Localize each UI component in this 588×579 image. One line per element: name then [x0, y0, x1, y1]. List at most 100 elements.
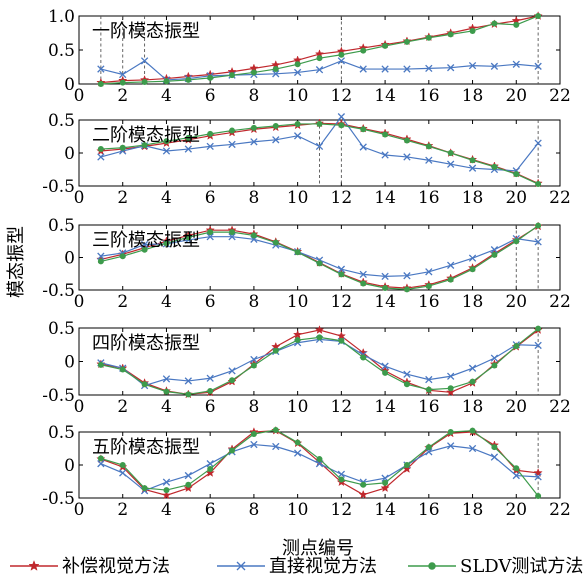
data-point [403, 38, 410, 45]
x-tick-label: 0 [74, 397, 85, 417]
data-point [184, 471, 192, 480]
data-point [207, 229, 214, 236]
data-point [316, 120, 323, 127]
data-point [403, 370, 411, 378]
y-tick-label: -0.5 [42, 281, 75, 301]
data-point [163, 487, 170, 494]
data-point [425, 375, 433, 384]
x-tick-label: 8 [248, 188, 259, 208]
data-point [163, 138, 170, 145]
data-point [403, 137, 410, 144]
data-point [491, 163, 498, 170]
data-point [535, 13, 542, 19]
data-point [250, 232, 257, 239]
x-tick-label: 22 [549, 86, 571, 106]
x-tick-label: 18 [462, 500, 484, 520]
data-point [381, 151, 389, 159]
data-point [425, 444, 432, 451]
data-point [119, 70, 127, 79]
x-tick-label: 4 [161, 86, 172, 106]
y-tick-label: 0.5 [48, 216, 75, 236]
data-point [534, 62, 542, 70]
legend-item: 直接视觉方法 [217, 556, 377, 577]
data-point [491, 20, 498, 27]
data-point [382, 479, 389, 486]
x-tick-label: 12 [331, 292, 353, 312]
x-tick-label: 12 [331, 397, 353, 417]
data-point [360, 126, 367, 133]
x-axis-title: 测点编号 [282, 538, 354, 559]
x-tick-label: 6 [205, 292, 216, 312]
data-point [447, 276, 454, 283]
data-point [206, 142, 214, 151]
x-tick-label: 18 [462, 86, 484, 106]
data-point [250, 362, 257, 369]
data-point [382, 369, 389, 376]
data-point [272, 239, 279, 246]
data-point [534, 473, 542, 481]
data-point [206, 374, 214, 382]
data-point [535, 325, 542, 332]
legend-marker [28, 560, 40, 571]
x-tick-label: 14 [374, 500, 396, 520]
data-point [163, 388, 170, 395]
x-tick-label: 0 [74, 500, 85, 520]
data-point [97, 361, 104, 368]
data-point [425, 156, 433, 164]
data-point [250, 440, 258, 449]
data-point [535, 493, 542, 500]
data-point [403, 153, 411, 161]
data-point [229, 229, 236, 236]
x-tick-label: 8 [248, 500, 259, 520]
data-point [228, 233, 236, 241]
data-point [141, 485, 148, 492]
data-point [163, 78, 170, 85]
x-tick-label: 0 [74, 86, 85, 106]
x-tick-label: 6 [205, 397, 216, 417]
data-point [272, 442, 280, 451]
x-tick-label: 18 [462, 397, 484, 417]
x-tick-label: 16 [418, 397, 440, 417]
data-point [338, 476, 345, 483]
data-point [316, 55, 323, 62]
data-point [140, 240, 149, 249]
data-point [184, 377, 192, 385]
data-point [119, 469, 127, 477]
data-point [468, 254, 477, 262]
x-tick-label: 22 [549, 292, 571, 312]
data-point [293, 132, 302, 140]
data-point [316, 334, 323, 341]
data-point [468, 61, 477, 70]
data-point [141, 381, 148, 388]
data-point [490, 246, 499, 254]
data-point [272, 66, 279, 73]
legend-item: SLDV测试方法 [408, 556, 583, 577]
data-point [163, 240, 170, 247]
x-tick-label: 10 [287, 397, 309, 417]
data-point [250, 69, 257, 76]
y-tick-label: 0.5 [48, 423, 75, 443]
data-point [512, 60, 520, 68]
data-point [403, 286, 410, 293]
data-point [381, 65, 389, 73]
legend-label: SLDV测试方法 [460, 556, 583, 577]
series-dot [97, 13, 542, 87]
data-point [185, 234, 192, 241]
data-point [97, 460, 105, 468]
data-point [425, 268, 433, 276]
x-tick-label: 20 [505, 292, 527, 312]
legend-label: 补偿视觉方法 [62, 556, 170, 577]
data-point [294, 120, 301, 127]
y-tick-label: 0 [64, 75, 75, 95]
data-point [185, 76, 192, 83]
data-point [490, 354, 499, 362]
x-tick-label: 12 [331, 188, 353, 208]
x-tick-label: 14 [374, 397, 396, 417]
data-point [119, 144, 126, 151]
y-axis-title: 模态振型 [6, 226, 27, 298]
x-tick-label: 14 [374, 292, 396, 312]
panel-1: 0 2 4 6 8 10 12 14 16 18 20 22 0 0.5 1.0 一阶模态振型 [48, 7, 571, 106]
data-point [359, 65, 367, 73]
data-point [229, 377, 236, 384]
